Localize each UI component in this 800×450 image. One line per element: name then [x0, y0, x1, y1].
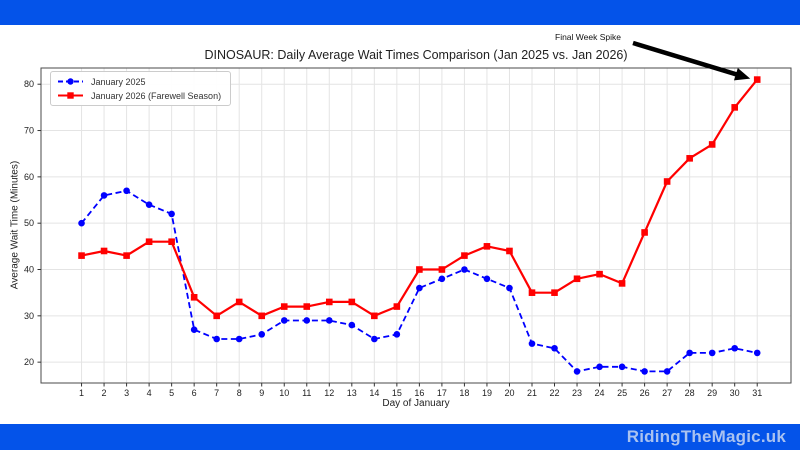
svg-text:19: 19 — [482, 388, 492, 398]
annotation-final-week-spike: Final Week Spike — [555, 32, 621, 42]
svg-text:15: 15 — [392, 388, 402, 398]
legend-label-jan-2026: January 2026 (Farewell Season) — [91, 90, 222, 101]
y-axis-label: Average Wait Time (Minutes) — [9, 160, 21, 290]
svg-text:8: 8 — [237, 388, 242, 398]
svg-text:24: 24 — [595, 388, 605, 398]
brand-footer-bar: RidingTheMagic.uk — [0, 424, 800, 450]
legend: January 2025 January 2026 (Farewell Seas… — [50, 71, 232, 106]
svg-text:60: 60 — [24, 172, 34, 182]
svg-text:20: 20 — [24, 357, 34, 367]
x-axis-label: Day of January — [382, 398, 450, 409]
svg-text:3: 3 — [124, 388, 129, 398]
brand-top-bar — [0, 0, 800, 25]
svg-text:31: 31 — [752, 388, 762, 398]
svg-text:1: 1 — [79, 388, 84, 398]
svg-text:26: 26 — [640, 388, 650, 398]
svg-text:12: 12 — [324, 388, 334, 398]
svg-text:4: 4 — [147, 388, 152, 398]
series-jan-2026 — [78, 76, 761, 320]
svg-text:20: 20 — [504, 388, 514, 398]
legend-swatch-jan-2025-icon — [58, 78, 83, 85]
svg-text:22: 22 — [550, 388, 560, 398]
axis-ticks: 1 2 3 4 5 6 7 8 9 10 11 12 13 14 15 16 17 18 19 20 21 22 23 24 2… — [24, 79, 762, 398]
legend-item-jan-2025: January 2025 — [57, 76, 221, 87]
plot-border — [40, 67, 792, 384]
svg-text:14: 14 — [369, 388, 379, 398]
svg-text:5: 5 — [169, 388, 174, 398]
svg-text:18: 18 — [459, 388, 469, 398]
series-jan-2025 — [78, 187, 761, 375]
annotation-arrow — [632, 40, 751, 81]
svg-text:11: 11 — [302, 388, 311, 398]
svg-text:50: 50 — [24, 218, 34, 228]
svg-text:21: 21 — [527, 388, 537, 398]
svg-text:2: 2 — [102, 388, 107, 398]
svg-text:30: 30 — [24, 311, 34, 321]
gridlines — [41, 68, 791, 383]
svg-text:29: 29 — [707, 388, 717, 398]
chart-title: DINOSAUR: Daily Average Wait Times Compa… — [204, 48, 628, 62]
svg-text:27: 27 — [662, 388, 672, 398]
svg-text:10: 10 — [279, 388, 289, 398]
svg-text:13: 13 — [347, 388, 357, 398]
svg-text:17: 17 — [437, 388, 447, 398]
svg-text:28: 28 — [685, 388, 695, 398]
svg-text:16: 16 — [414, 388, 424, 398]
svg-text:70: 70 — [24, 126, 34, 136]
svg-text:40: 40 — [24, 265, 34, 275]
svg-text:80: 80 — [24, 79, 34, 89]
svg-text:25: 25 — [617, 388, 627, 398]
svg-text:9: 9 — [259, 388, 264, 398]
svg-text:30: 30 — [730, 388, 740, 398]
legend-item-jan-2026: January 2026 (Farewell Season) — [57, 90, 221, 101]
legend-label-jan-2025: January 2025 — [91, 76, 146, 87]
site-name: RidingTheMagic.uk — [626, 427, 786, 446]
svg-text:7: 7 — [214, 388, 219, 398]
svg-text:6: 6 — [192, 388, 197, 398]
svg-text:23: 23 — [572, 388, 582, 398]
legend-swatch-jan-2026-icon — [58, 92, 83, 99]
